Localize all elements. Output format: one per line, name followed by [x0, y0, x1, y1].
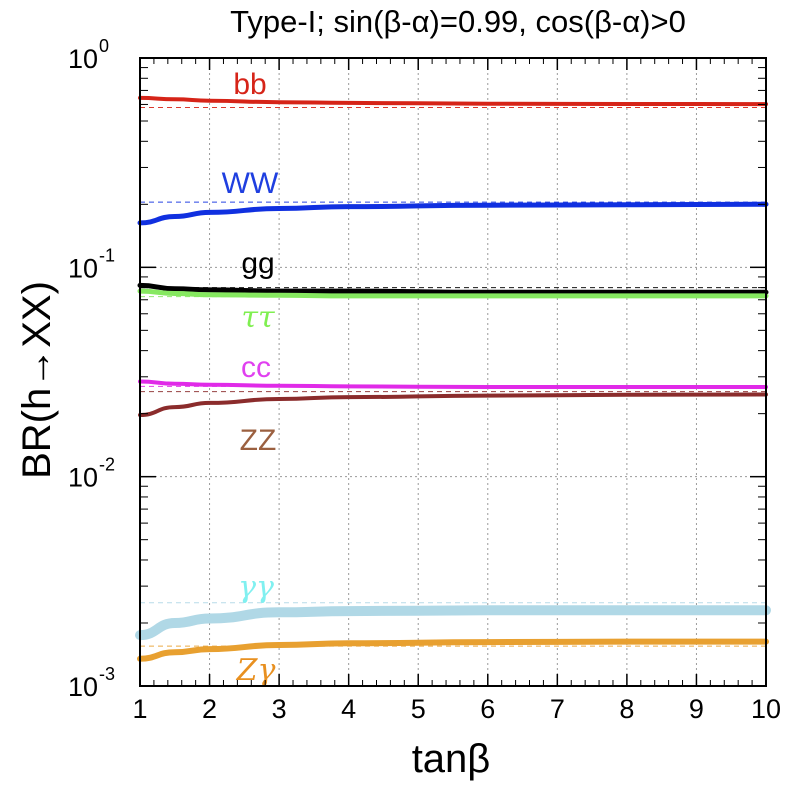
series-label-gammagamma: γγ: [238, 570, 274, 605]
y-tick-label-exponent: 0: [99, 36, 109, 56]
x-tick-label: 2: [202, 694, 217, 724]
x-axis-label: tanβ: [412, 737, 491, 781]
y-tick-label-exponent: -1: [99, 245, 115, 265]
x-tick-label: 10: [751, 694, 781, 724]
grid: [140, 58, 766, 686]
y-tick-label-base: 10: [68, 672, 98, 702]
x-tick-label: 4: [341, 694, 356, 724]
y-tick-label-base: 10: [68, 253, 98, 283]
series-tautau: [137, 288, 769, 299]
series-bb: [138, 95, 768, 107]
series-ZZ: [138, 392, 768, 417]
x-tick-label: 1: [132, 694, 147, 724]
y-tick-label-base: 10: [68, 44, 98, 74]
series-label-ZZ: ZZ: [240, 424, 277, 457]
x-tick-labels: 1 2 3 4 5 6 7 8 9 10: [132, 694, 781, 724]
chart-title: Type-I; sin(β-α)=0.99, cos(β-α)>0: [230, 4, 686, 39]
x-tick-label: 3: [272, 694, 287, 724]
y-axis-label: BR(h→XX): [15, 281, 59, 479]
series-label-WW: WW: [222, 167, 279, 200]
x-tick-label: 5: [411, 694, 426, 724]
x-tick-label: 9: [689, 694, 704, 724]
y-tick-label-exponent: -2: [99, 455, 115, 475]
series-bands: [135, 95, 771, 662]
axis-ticks: [139, 57, 767, 687]
y-tick-label-exponent: -3: [99, 664, 115, 684]
y-tick-label-base: 10: [68, 463, 98, 493]
series-cc: [138, 379, 768, 390]
series-gg: [137, 282, 769, 295]
series-WW: [137, 201, 769, 226]
plot-frame: [139, 57, 767, 687]
series-labels: bb WW gg ττ cc ZZ γγ Zγ: [222, 68, 279, 688]
series-label-Zgamma: Zγ: [236, 653, 276, 688]
series-label-gg: gg: [241, 247, 274, 280]
series-label-tautau: ττ: [241, 300, 275, 335]
series-label-cc: cc: [241, 351, 271, 384]
x-tick-label: 7: [550, 694, 565, 724]
series-gammagamma: [135, 605, 771, 641]
series-label-bb: bb: [233, 68, 266, 101]
x-tick-label: 8: [619, 694, 634, 724]
x-tick-label: 6: [480, 694, 495, 724]
series-Zgamma: [137, 638, 769, 662]
